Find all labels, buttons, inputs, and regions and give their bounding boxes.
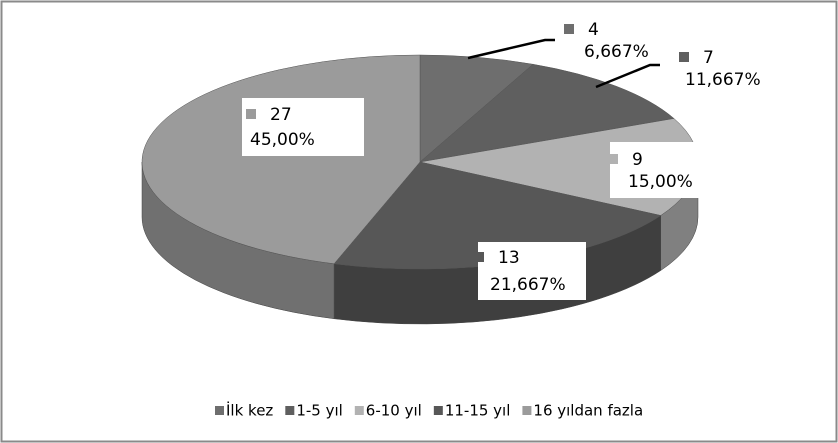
legend-key [433,406,443,415]
label-box [610,142,700,198]
percentage-label: 11,667% [685,70,761,90]
label-key [679,52,689,62]
percentage-label: 45,00% [250,130,315,150]
leader-line [467,38,555,60]
pie-slice [419,63,675,163]
legend-label: İlk kez [226,401,273,420]
legend-label: 16 yıldan fazla [533,402,643,420]
leader-line [595,63,660,89]
pie-slice [419,54,534,163]
label-box [478,242,586,300]
legend-key [354,406,364,415]
value-label: 7 [703,48,714,68]
percentage-label: 21,667% [490,275,566,295]
legend-label: 6-10 yıl [366,402,422,420]
percentage-label: 15,00% [628,172,693,192]
value-label: 27 [270,105,292,125]
value-label: 9 [632,150,643,170]
label-key [474,252,484,262]
legend-label: 1-5 yıl [296,402,342,420]
label-key [564,24,574,34]
value-label: 13 [498,248,520,268]
legend-label: 11-15 yıl [445,402,511,420]
label-key [246,109,256,119]
percentage-label: 6,667% [584,42,649,62]
value-label: 4 [588,20,599,40]
legend-key [522,406,532,415]
label-box [242,98,364,156]
legend-key [285,406,295,415]
label-key [608,154,618,164]
legend-key [215,406,224,415]
